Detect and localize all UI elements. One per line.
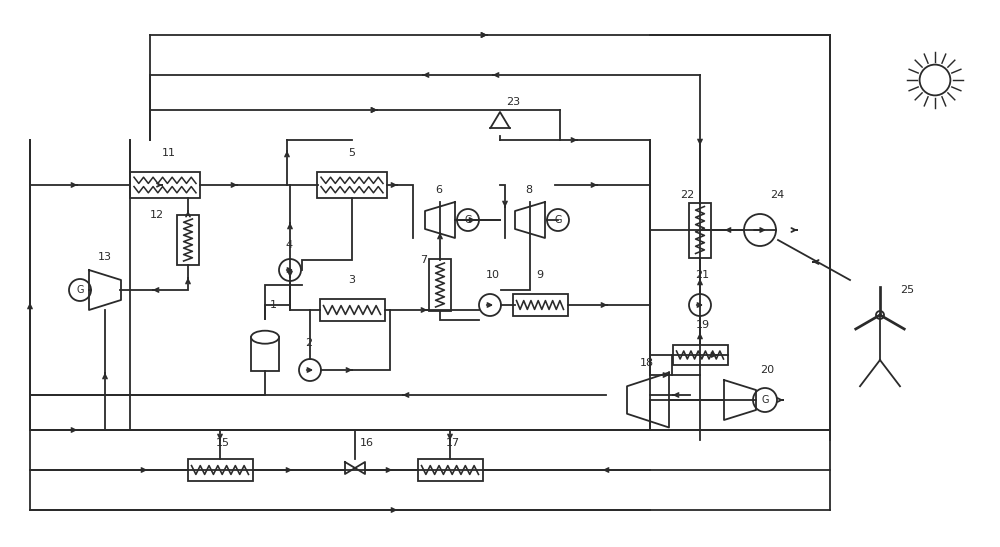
Circle shape	[689, 294, 711, 316]
Text: 22: 22	[680, 190, 694, 200]
Text: 7: 7	[420, 255, 427, 265]
Text: 24: 24	[770, 190, 784, 200]
Text: G: G	[76, 285, 84, 295]
Circle shape	[69, 279, 91, 301]
Ellipse shape	[251, 331, 279, 344]
Text: 8: 8	[525, 185, 532, 195]
Bar	[672, 345, 728, 365]
Text: 13: 13	[98, 252, 112, 262]
Circle shape	[279, 259, 301, 281]
Text: 23: 23	[506, 97, 520, 107]
Circle shape	[457, 209, 479, 231]
Text: 5: 5	[348, 148, 355, 158]
Text: 21: 21	[695, 270, 709, 280]
Bar	[188, 459, 252, 481]
Bar	[251, 337, 279, 371]
Text: G: G	[464, 215, 472, 225]
Text: 17: 17	[446, 438, 460, 448]
Text: 11: 11	[162, 148, 176, 158]
Bar	[130, 172, 200, 198]
Text: 16: 16	[360, 438, 374, 448]
Text: 6: 6	[435, 185, 442, 195]
Text: 15: 15	[216, 438, 230, 448]
Bar	[429, 259, 451, 311]
Bar	[689, 202, 711, 258]
Circle shape	[547, 209, 569, 231]
Circle shape	[479, 294, 501, 316]
Text: 9: 9	[536, 270, 543, 280]
Bar	[512, 294, 568, 316]
Text: 4: 4	[285, 240, 292, 250]
Circle shape	[753, 388, 777, 412]
Text: G: G	[554, 215, 562, 225]
Text: 10: 10	[486, 270, 500, 280]
Text: 25: 25	[900, 285, 914, 295]
Bar	[317, 172, 387, 198]
Text: 2: 2	[305, 338, 312, 348]
Text: 12: 12	[150, 210, 164, 220]
Text: 20: 20	[760, 365, 774, 375]
Bar	[177, 215, 199, 265]
Text: 19: 19	[696, 320, 710, 330]
Text: 18: 18	[640, 358, 654, 368]
Bar	[418, 459, 482, 481]
Circle shape	[744, 214, 776, 246]
Circle shape	[299, 359, 321, 381]
Text: G: G	[761, 395, 769, 405]
Bar	[320, 299, 384, 321]
Text: 1: 1	[270, 300, 277, 310]
Text: 3: 3	[348, 275, 355, 285]
